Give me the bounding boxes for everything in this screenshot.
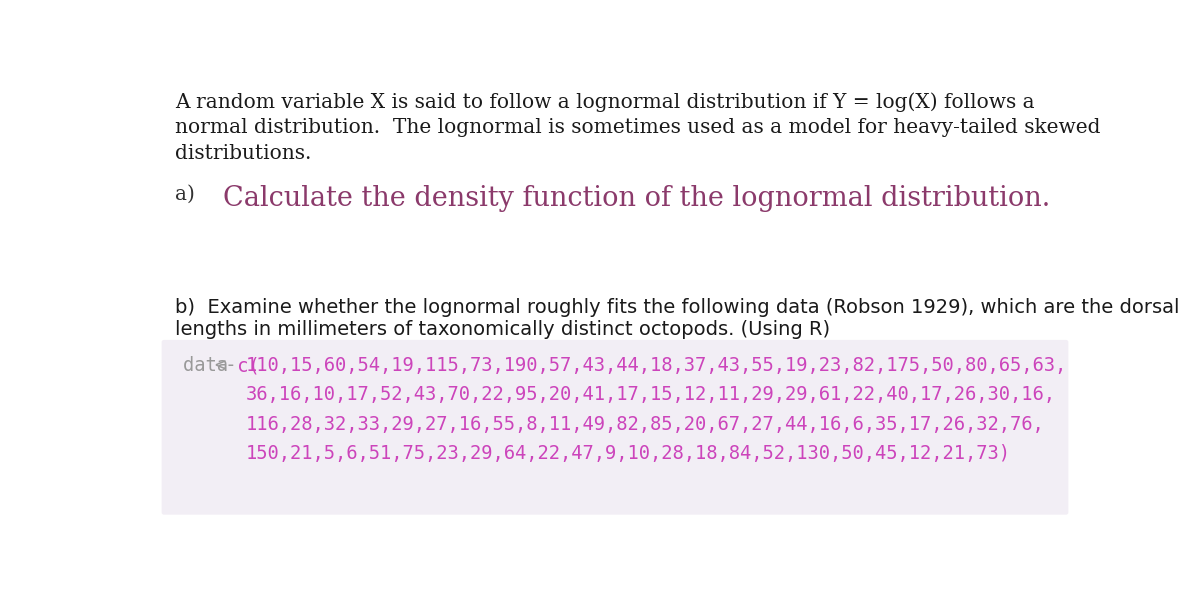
- Text: distributions.: distributions.: [175, 144, 311, 162]
- Text: Calculate the density function of the lognormal distribution.: Calculate the density function of the lo…: [223, 185, 1050, 212]
- Text: <-: <-: [214, 356, 236, 375]
- FancyBboxPatch shape: [162, 340, 1068, 515]
- Text: b)  Examine whether the lognormal roughly fits the following data (Robson 1929),: b) Examine whether the lognormal roughly…: [175, 298, 1180, 317]
- Text: A random variable X is said to follow a lognormal distribution if Y = log(X) fol: A random variable X is said to follow a …: [175, 93, 1034, 113]
- Text: a): a): [175, 185, 194, 204]
- Text: 150,21,5,6,51,75,23,29,64,22,47,9,10,28,18,84,52,130,50,45,12,21,73): 150,21,5,6,51,75,23,29,64,22,47,9,10,28,…: [245, 444, 1010, 463]
- Text: 110,15,60,54,19,115,73,190,57,43,44,18,37,43,55,19,23,82,175,50,80,65,63,: 110,15,60,54,19,115,73,190,57,43,44,18,3…: [245, 356, 1067, 375]
- Text: c(: c(: [227, 356, 260, 375]
- Text: 116,28,32,33,29,27,16,55,8,11,49,82,85,20,67,27,44,16,6,35,17,26,32,76,: 116,28,32,33,29,27,16,55,8,11,49,82,85,2…: [245, 415, 1044, 433]
- Text: lengths in millimeters of taxonomically distinct octopods. (Using R): lengths in millimeters of taxonomically …: [175, 320, 830, 339]
- Text: normal distribution.  The lognormal is sometimes used as a model for heavy-taile: normal distribution. The lognormal is so…: [175, 118, 1100, 137]
- Text: data: data: [182, 356, 239, 375]
- Text: 36,16,10,17,52,43,70,22,95,20,41,17,15,12,11,29,29,61,22,40,17,26,30,16,: 36,16,10,17,52,43,70,22,95,20,41,17,15,1…: [245, 385, 1055, 404]
